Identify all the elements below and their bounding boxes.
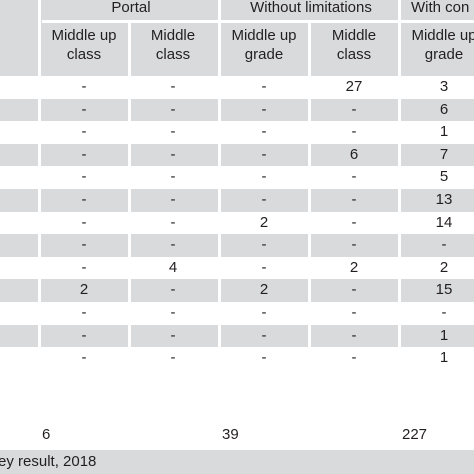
table-cell: - — [170, 78, 176, 95]
table-cell: - — [170, 123, 176, 141]
table-cell: - — [351, 213, 357, 231]
table-cell: - — [170, 191, 176, 208]
table-cell: 2 — [439, 258, 449, 276]
subheader-without-middle-class: Middle class — [331, 27, 377, 63]
table-cell: - — [170, 213, 176, 231]
table-cell: - — [261, 326, 267, 344]
table-cell: 5 — [439, 168, 449, 186]
table-cell: - — [261, 168, 267, 186]
table-cell: - — [81, 304, 87, 321]
table-cell: 3 — [439, 78, 449, 95]
table-cell: - — [351, 326, 357, 344]
column-divider — [398, 0, 401, 450]
table-cell: - — [261, 78, 267, 95]
table-cell: 14 — [435, 213, 453, 231]
row-shading — [0, 189, 474, 212]
table-cell: 7 — [439, 145, 449, 163]
table-cell: - — [170, 326, 176, 344]
table-cell: - — [261, 100, 267, 118]
group-header-portal: Portal — [111, 0, 151, 16]
table-cell: - — [170, 304, 176, 321]
column-divider — [128, 22, 131, 422]
table-cell: - — [81, 100, 87, 118]
row-shading — [0, 279, 474, 302]
table-cell: 6 — [439, 100, 449, 118]
column-divider — [38, 0, 41, 450]
table-cell: 13 — [435, 191, 453, 208]
row-shading — [0, 234, 474, 257]
table-cell: 27 — [345, 78, 363, 95]
table-cell: - — [261, 349, 267, 367]
table-cell: 2 — [259, 213, 269, 231]
table-cell: 6 — [349, 145, 359, 163]
subheader-without-middle-up-grade: Middle up grade — [231, 27, 297, 63]
table-cell: 1 — [439, 123, 449, 141]
table-cell: - — [170, 349, 176, 367]
table-cell: - — [81, 349, 87, 367]
row-shading — [0, 98, 474, 122]
total-portal: 6 — [42, 426, 51, 443]
table-cell: - — [441, 304, 447, 321]
total-with-con: 227 — [402, 426, 428, 443]
table-cell: 2 — [349, 258, 359, 276]
row-shading — [0, 143, 474, 167]
subheader-portal-middle-up-class: Middle up class — [51, 27, 117, 63]
table-cell: 4 — [168, 258, 178, 276]
table-cell: - — [170, 236, 176, 254]
table-cell: - — [170, 145, 176, 163]
table-cell: - — [351, 100, 357, 118]
table-cell: 2 — [79, 281, 89, 299]
table-cell: - — [261, 145, 267, 163]
subheader-with-middle-up-grade: Middle up grade — [411, 27, 474, 63]
row-shading — [0, 324, 474, 348]
table-cell: - — [351, 281, 357, 299]
footer-note: ey result, 2018 — [0, 453, 97, 470]
table-cell: - — [351, 236, 357, 254]
subheader-portal-middle-class: Middle class — [150, 27, 196, 63]
table-cell: - — [81, 191, 87, 208]
table-cell: - — [351, 191, 357, 208]
table-cell: 1 — [439, 349, 449, 367]
table-cell: - — [81, 145, 87, 163]
table-cell: - — [441, 236, 447, 254]
table-cell: 1 — [439, 326, 449, 344]
table-cell: - — [81, 326, 87, 344]
table-cell: - — [351, 123, 357, 141]
column-divider — [218, 0, 221, 450]
column-divider — [308, 22, 311, 422]
group-header-without-limitations: Without limitations — [250, 0, 372, 16]
table-cell: - — [81, 258, 87, 276]
total-without-limitations: 39 — [222, 426, 239, 443]
table-cell: - — [81, 168, 87, 186]
table-cell: - — [81, 123, 87, 141]
table-cell: - — [351, 168, 357, 186]
table-cell: - — [81, 213, 87, 231]
table-cell: - — [261, 258, 267, 276]
table-header — [0, 0, 474, 76]
table-cell: - — [261, 236, 267, 254]
table-footer — [0, 450, 474, 474]
header-divider — [42, 20, 474, 23]
table-cell: - — [261, 304, 267, 321]
table-cell: - — [351, 304, 357, 321]
table-cell: - — [81, 236, 87, 254]
table-cell: - — [170, 168, 176, 186]
group-header-with-con: With con — [411, 0, 470, 16]
table-cell: - — [261, 123, 267, 141]
table-cell: - — [351, 349, 357, 367]
table-cell: - — [81, 78, 87, 95]
table-cell: 2 — [259, 281, 269, 299]
table-cell: 15 — [435, 281, 453, 299]
table-cell: - — [261, 191, 267, 208]
table-cell: - — [170, 281, 176, 299]
table-cell: - — [170, 100, 176, 118]
